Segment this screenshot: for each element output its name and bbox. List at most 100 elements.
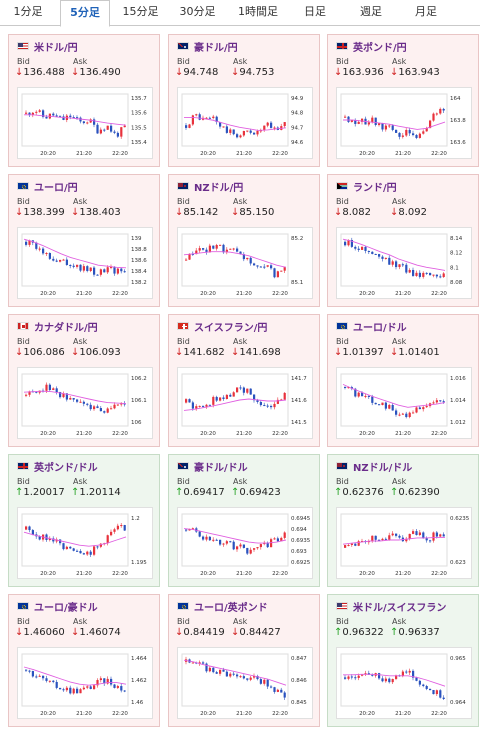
rate-card[interactable]: 米ドル/スイスフラン Bid Ask ↑0.96322 ↑0.96337 0.965 0.9… (327, 594, 479, 727)
price-chart[interactable]: 1.2 1.195 20:20 21:20 22:20 (17, 507, 153, 579)
candle (229, 393, 232, 398)
currency-pair[interactable]: 豪ドル/ドル (194, 462, 248, 474)
rate-card[interactable]: ユーロ/英ポンド Bid Ask ↓0.84419 ↓0.84427 0.847 0.846… (168, 594, 320, 727)
y-tick-label: 138.6 (131, 258, 147, 264)
candle (42, 109, 45, 119)
currency-pair[interactable]: ユーロ/ドル (353, 322, 407, 334)
candle (76, 264, 79, 269)
card-header: ユーロ/ドル (336, 319, 407, 334)
tab-15分足[interactable]: 15分足 (122, 5, 159, 18)
currency-pair[interactable]: ユーロ/豪ドル (34, 602, 98, 614)
rate-card[interactable]: 米ドル/円 Bid Ask ↓136.488 ↓136.490 135.7 135.6 135… (8, 34, 160, 167)
candle (113, 266, 116, 276)
price-chart[interactable]: 135.7 135.6 135.5 135.4 20:20 21:20 22:20 (17, 87, 153, 159)
rate-card[interactable]: ユーロ/ドル Bid Ask ↓1.01397 ↓1.01401 1.016 1.014 1.… (327, 314, 479, 447)
rate-card[interactable]: 英ポンド/円 Bid Ask ↓163.936 ↓163.943 164 163.8 163.… (327, 34, 479, 167)
plot-frame (340, 653, 448, 707)
currency-pair[interactable]: 米ドル/スイスフラン (353, 602, 447, 614)
price-chart[interactable]: 106.2 106.1 106 20:20 21:20 22:20 (17, 367, 153, 439)
flag-eu-icon (177, 602, 189, 610)
candle (276, 270, 279, 278)
tab-5分足[interactable]: 5分足 (60, 0, 110, 27)
candle (59, 259, 62, 263)
tab-1時間足[interactable]: 1時間足 (238, 5, 278, 18)
rate-card[interactable]: 豪ドル/円 Bid Ask ↓94.748 ↓94.753 94.9 94.8 94.7 94.… (168, 34, 320, 167)
y-tick-label: 0.846 (291, 678, 307, 684)
candle (418, 530, 421, 537)
currency-pair[interactable]: NZドル/円 (194, 182, 244, 194)
currency-pair[interactable]: 英ポンド/円 (353, 42, 407, 54)
price-chart[interactable]: 139 138.8 138.6 138.4 138.2 20:20 21:20 22:20 (17, 227, 153, 299)
currency-pair[interactable]: カナダドル/円 (34, 322, 98, 334)
candle (232, 129, 235, 136)
price-chart[interactable]: 0.6945 0.694 0.6935 0.693 0.6925 20:20 21:20 22… (177, 507, 313, 579)
price-chart[interactable]: 8.14 8.12 8.1 8.08 20:20 21:20 22:20 (336, 227, 472, 299)
rate-card[interactable]: スイスフラン/円 Bid Ask ↓141.682 ↓141.698 141.7 141.6… (168, 314, 320, 447)
currency-pair[interactable]: 米ドル/円 (34, 42, 78, 54)
currency-pair[interactable]: 英ポンド/ドル (34, 462, 98, 474)
candle (242, 544, 245, 549)
candle (103, 268, 106, 273)
rate-card[interactable]: 英ポンド/ドル Bid Ask ↑1.20017 ↑1.20114 1.2 1.195 20:… (8, 454, 160, 587)
price-chart[interactable]: 164 163.8 163.6 20:20 21:20 22:20 (336, 87, 472, 159)
candle (205, 116, 208, 119)
tab-日足[interactable]: 日足 (304, 5, 326, 18)
rate-card[interactable]: NZドル/ドル Bid Ask ↑0.62376 ↑0.62390 0.6235 0.623… (327, 454, 479, 587)
x-tick-label: 21:20 (236, 151, 252, 157)
plot-frame (21, 653, 129, 707)
candle (350, 120, 353, 123)
currency-pair[interactable]: ユーロ/英ポンド (194, 602, 268, 614)
candle (270, 404, 273, 410)
x-tick-label: 20:20 (200, 711, 216, 717)
tab-週足[interactable]: 週足 (360, 5, 382, 18)
currency-pair[interactable]: スイスフラン/円 (194, 322, 268, 334)
tab-30分足[interactable]: 30分足 (179, 5, 216, 18)
currency-pair[interactable]: ユーロ/円 (34, 182, 78, 194)
candle (347, 675, 350, 681)
currency-pair[interactable]: 豪ドル/円 (194, 42, 238, 54)
y-tick-label: 0.693 (291, 549, 307, 555)
candle (62, 391, 65, 399)
moving-average-line (184, 116, 287, 131)
candle (110, 529, 113, 537)
candle (429, 539, 432, 544)
candle (429, 272, 432, 276)
rate-card[interactable]: NZドル/円 Bid Ask ↓85.142 ↓85.150 85.2 85.1 20:20 2… (168, 174, 320, 307)
price-chart[interactable]: 85.2 85.1 20:20 21:20 22:20 (177, 227, 313, 299)
y-tick-label: 85.1 (291, 280, 303, 286)
candle (28, 669, 31, 674)
candle (113, 683, 116, 689)
price-chart[interactable]: 1.016 1.014 1.012 20:20 21:20 22:20 (336, 367, 472, 439)
rate-card[interactable]: カナダドル/円 Bid Ask ↓106.086 ↓106.093 106.2 106.1 1… (8, 314, 160, 447)
candlestick-chart: 1.2 1.195 20:20 21:20 22:20 (21, 513, 147, 577)
rate-card[interactable]: 豪ドル/ドル Bid Ask ↑0.69417 ↑0.69423 0.6945 0.694 0… (168, 454, 320, 587)
rate-card[interactable]: ユーロ/円 Bid Ask ↓138.399 ↓138.403 139 138.8 138.6… (8, 174, 160, 307)
currency-pair[interactable]: NZドル/ドル (353, 462, 413, 474)
arrow-up-icon: ↑ (334, 487, 343, 498)
candle (72, 115, 75, 119)
currency-pair[interactable]: ランド/円 (353, 182, 397, 194)
price-chart[interactable]: 0.847 0.846 0.845 20:20 21:20 22:20 (177, 647, 313, 719)
candle (225, 394, 228, 400)
y-tick-label: 8.08 (450, 280, 463, 286)
card-header: 英ポンド/円 (336, 39, 407, 54)
candle (242, 130, 245, 137)
price-chart[interactable]: 94.9 94.8 94.7 94.6 20:20 21:20 22:20 (177, 87, 313, 159)
candlestick-chart: 85.2 85.1 20:20 21:20 22:20 (181, 233, 303, 297)
candle (418, 406, 421, 410)
tab-月足[interactable]: 月足 (415, 5, 437, 18)
price-chart[interactable]: 0.6235 0.623 20:20 21:20 22:20 (336, 507, 472, 579)
price-chart[interactable]: 141.7 141.6 141.5 20:20 21:20 22:20 (177, 367, 313, 439)
moving-average-line (183, 659, 287, 686)
tab-1分足[interactable]: 1分足 (13, 5, 43, 18)
candle (442, 107, 445, 114)
candle (191, 527, 194, 530)
arrow-down-icon: ↓ (231, 627, 240, 638)
bid-price: ↓94.748 (175, 67, 219, 78)
rate-card[interactable]: ユーロ/豪ドル Bid Ask ↓1.46060 ↓1.46074 1.464 1.462 1… (8, 594, 160, 727)
rate-card[interactable]: ランド/円 Bid Ask ↓8.082 ↓8.092 8.14 8.12 8.1 8.08 20… (327, 174, 479, 307)
y-tick-label: 94.7 (291, 125, 304, 131)
price-chart[interactable]: 0.965 0.964 20:20 21:20 22:20 (336, 647, 472, 719)
candle (236, 246, 239, 253)
price-chart[interactable]: 1.464 1.462 1.46 20:20 21:20 22:20 (17, 647, 153, 719)
